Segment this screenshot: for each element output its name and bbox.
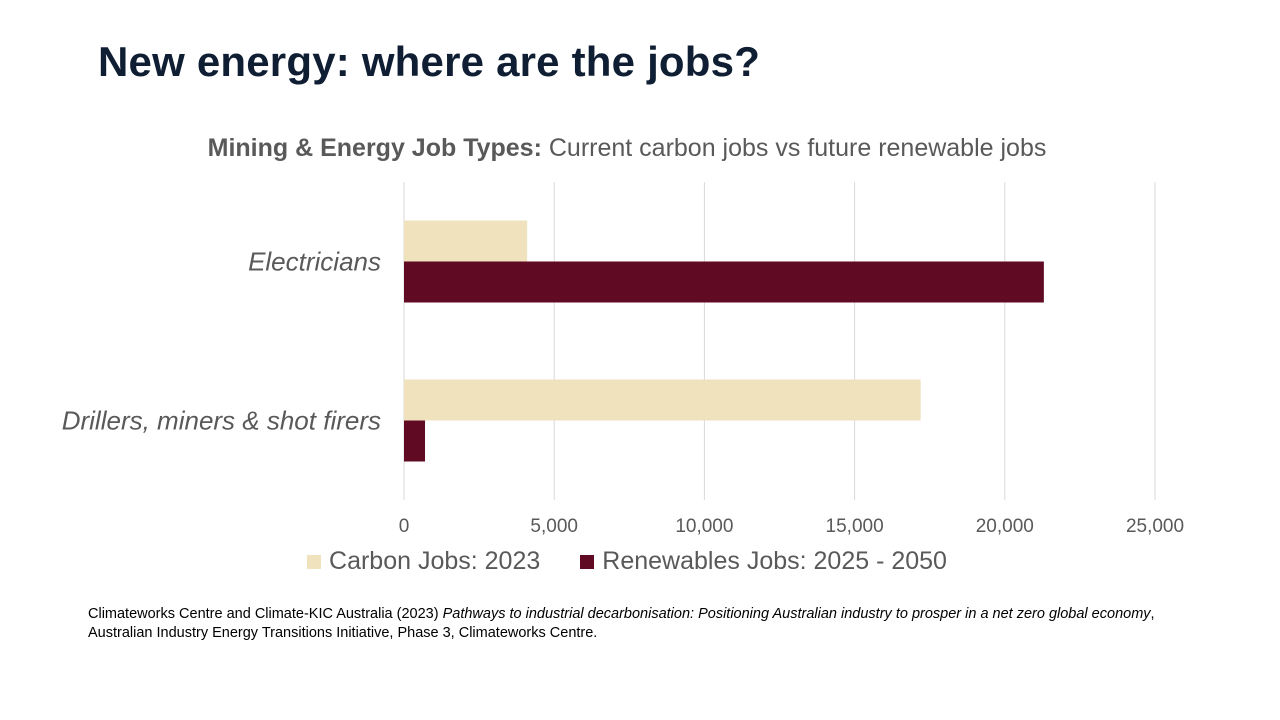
legend-swatch-renewables — [580, 554, 595, 569]
x-tick-label: 20,000 — [976, 516, 1034, 537]
bar-renewables — [404, 261, 1044, 303]
category-label: Electricians — [248, 247, 381, 277]
x-tick-label: 25,000 — [1126, 516, 1184, 537]
x-tick-label: 10,000 — [675, 516, 733, 537]
chart-title: Mining & Energy Job Types: Current carbo… — [0, 134, 1254, 163]
source-prefix: Climateworks Centre and Climate-KIC Aust… — [88, 606, 443, 622]
slide-title: New energy: where are the jobs? — [98, 38, 761, 85]
legend-swatch-carbon — [307, 554, 322, 569]
legend-item-carbon: Carbon Jobs: 2023 — [307, 547, 540, 576]
source-suffix: , Australian Industry Energy Transitions… — [88, 606, 1155, 641]
bar-carbon — [404, 220, 528, 262]
legend-item-renewables: Renewables Jobs: 2025 - 2050 — [580, 547, 947, 576]
bar-renewables — [404, 420, 426, 462]
category-label: Drillers, miners & shot firers — [62, 406, 381, 436]
x-tick-label: 0 — [399, 516, 410, 537]
chart-legend: Carbon Jobs: 2023 Renewables Jobs: 2025 … — [0, 547, 1254, 576]
legend-label-renewables: Renewables Jobs: 2025 - 2050 — [602, 547, 947, 575]
legend-label-carbon: Carbon Jobs: 2023 — [329, 547, 541, 575]
chart-title-bold: Mining & Energy Job Types: — [207, 134, 542, 162]
bar-carbon — [404, 379, 921, 421]
chart-title-rest: Current carbon jobs vs future renewable … — [541, 134, 1047, 162]
source-citation: Climateworks Centre and Climate-KIC Aust… — [88, 605, 1188, 643]
x-tick-label: 5,000 — [530, 516, 578, 537]
x-tick-label: 15,000 — [826, 516, 884, 537]
source-italic-title: Pathways to industrial decarbonisation: … — [442, 606, 1151, 622]
